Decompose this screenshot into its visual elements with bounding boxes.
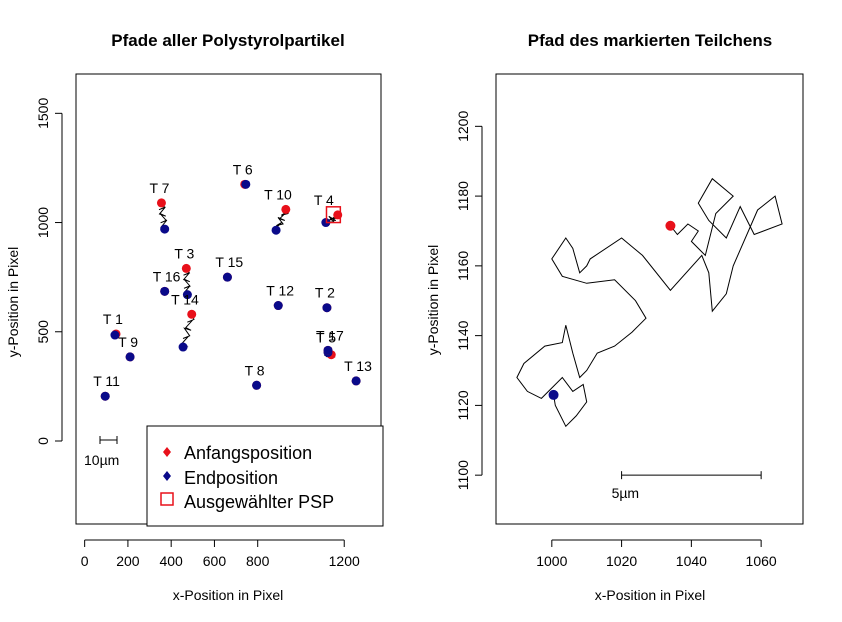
particle-end-point bbox=[241, 179, 251, 189]
particle-end-point bbox=[160, 286, 170, 296]
x-tick-label: 800 bbox=[246, 553, 270, 569]
particle-end-point bbox=[110, 330, 120, 340]
particle-end-point bbox=[160, 224, 170, 234]
x-axis-label-right: x-Position in Pixel bbox=[595, 587, 706, 603]
particle-label: T 2 bbox=[315, 285, 335, 301]
right-scale-bar: 5µm bbox=[612, 471, 762, 501]
particle-label: T 16 bbox=[153, 268, 181, 284]
selected-particle-start-point bbox=[665, 220, 676, 231]
selected-particle-path bbox=[516, 177, 783, 428]
chart-title-left: Pfade aller Polystyrolpartikel bbox=[111, 31, 344, 50]
x-tick-label: 1000 bbox=[536, 553, 567, 569]
y-tick-label: 1000 bbox=[35, 207, 51, 238]
y-tick-label: 1200 bbox=[455, 111, 471, 142]
particle-label: T 17 bbox=[316, 327, 344, 343]
legend-selected-marker-icon bbox=[160, 492, 174, 506]
legend-box bbox=[146, 425, 384, 527]
x-tick-label: 400 bbox=[159, 553, 183, 569]
y-axis-label-right: y-Position in Pixel bbox=[425, 245, 441, 356]
y-axis-label-left: y-Position in Pixel bbox=[5, 247, 21, 358]
particle-label: T 15 bbox=[215, 254, 243, 270]
particle-label: T 9 bbox=[118, 334, 138, 350]
scale-bar-label-right: 5µm bbox=[612, 485, 640, 501]
particle-label: T 4 bbox=[314, 192, 334, 208]
particle-label: T 3 bbox=[174, 245, 194, 261]
particle-end-point bbox=[252, 380, 262, 390]
left-particle-labels: T 1 T 2 T 3 T 4 T 5 T 6 T 7 T 8 T 9 T 10 T 11 T 12 T… bbox=[93, 161, 372, 389]
left-particle-points bbox=[100, 179, 361, 401]
particle-end-point bbox=[222, 272, 232, 282]
y-tick-label: 1100 bbox=[455, 460, 471, 490]
particle-end-point bbox=[322, 303, 332, 313]
legend-end-marker-icon bbox=[163, 471, 171, 481]
y-tick-label: 1500 bbox=[35, 98, 51, 129]
particle-start-point bbox=[156, 198, 166, 208]
particle-end-point bbox=[182, 290, 192, 300]
particle-end-point bbox=[100, 391, 110, 401]
selected-particle-box bbox=[325, 206, 342, 224]
particle-start-point bbox=[281, 204, 291, 214]
x-tick-label: 1040 bbox=[676, 553, 707, 569]
x-tick-label: 200 bbox=[116, 553, 140, 569]
scale-bar-label-left: 10µm bbox=[84, 452, 119, 468]
y-tick-label: 1120 bbox=[455, 390, 471, 420]
particle-end-point bbox=[323, 345, 333, 355]
legend-start-marker-icon bbox=[163, 447, 171, 457]
y-tick-label: 1180 bbox=[455, 181, 471, 211]
selected-particle-end-point bbox=[548, 389, 559, 400]
y-tick-label: 0 bbox=[35, 437, 51, 445]
panel-all-particles: Pfade aller Polystyrolpartikel x-Positio… bbox=[5, 31, 384, 603]
left-scale-bar: 10µm bbox=[84, 436, 119, 468]
particle-end-point bbox=[271, 225, 281, 235]
legend-entry-end: Endposition bbox=[184, 468, 278, 488]
particle-end-point bbox=[125, 352, 135, 362]
y-tick-label: 1140 bbox=[455, 320, 471, 350]
particle-label: T 13 bbox=[344, 358, 372, 374]
particle-label: T 1 bbox=[103, 311, 123, 327]
particle-end-point bbox=[273, 301, 283, 311]
x-tick-label: 600 bbox=[203, 553, 227, 569]
plot-frame-right bbox=[495, 73, 804, 525]
right-axes: 1000 1020 1040 1060 1100 1120 1140 1160 1180 1200 bbox=[455, 111, 777, 569]
particle-end-point bbox=[178, 342, 188, 352]
panel-selected-particle: Pfad des markierten Teilchens x-Position… bbox=[425, 31, 804, 603]
left-axes: 0 200 400 600 800 1200 0 500 1000 1500 bbox=[35, 98, 360, 569]
legend-entry-selected: Ausgewählter PSP bbox=[184, 492, 334, 512]
particle-label: T 5 bbox=[316, 330, 336, 346]
particle-label: T 11 bbox=[93, 373, 120, 389]
x-tick-label: 1060 bbox=[746, 553, 777, 569]
particle-start-point bbox=[187, 309, 197, 319]
x-axis-label-left: x-Position in Pixel bbox=[173, 587, 284, 603]
x-tick-label: 0 bbox=[81, 553, 89, 569]
particle-label: T 10 bbox=[264, 186, 292, 202]
particle-label: T 14 bbox=[171, 291, 199, 307]
particle-start-point bbox=[181, 263, 191, 273]
particle-label: T 7 bbox=[149, 180, 169, 196]
particle-label: T 8 bbox=[245, 362, 265, 378]
particle-end-point bbox=[351, 376, 361, 386]
legend: Anfangsposition Endposition Ausgewählter… bbox=[146, 425, 384, 527]
legend-entry-start: Anfangsposition bbox=[184, 443, 312, 463]
chart-title-right: Pfad des markierten Teilchens bbox=[528, 31, 772, 50]
y-tick-label: 500 bbox=[35, 320, 51, 344]
particle-label: T 6 bbox=[233, 161, 253, 177]
y-tick-label: 1160 bbox=[455, 251, 471, 281]
x-tick-label: 1200 bbox=[329, 553, 360, 569]
x-tick-label: 1020 bbox=[606, 553, 637, 569]
particle-label: T 12 bbox=[266, 283, 294, 299]
